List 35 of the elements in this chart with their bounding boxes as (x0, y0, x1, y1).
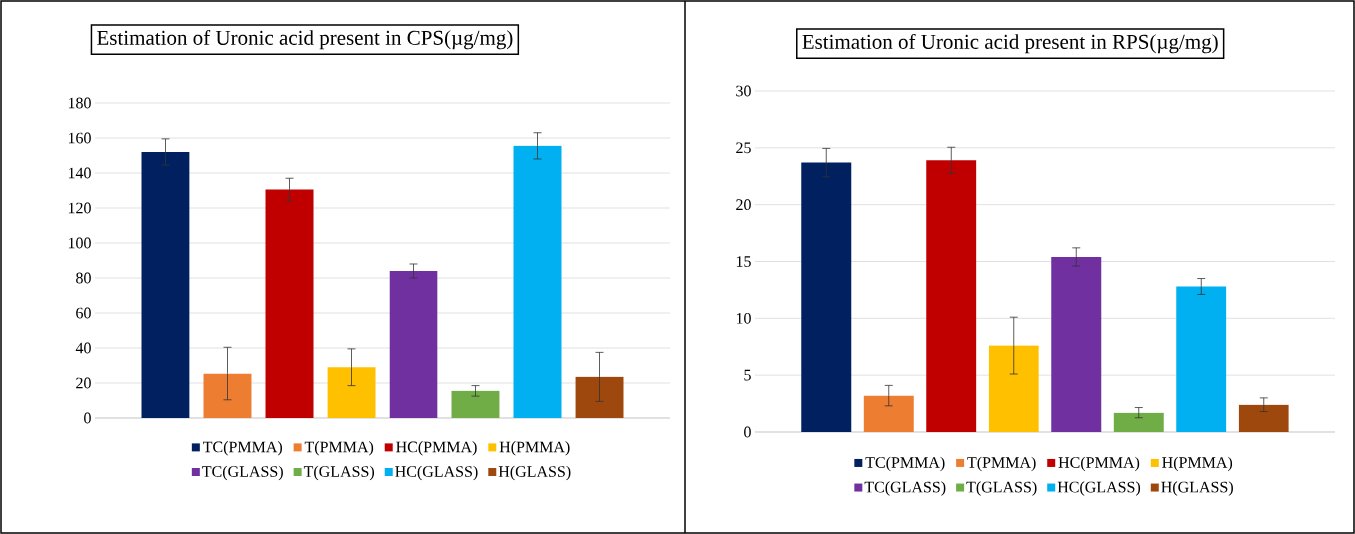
legend-label: H(PMMA) (499, 441, 570, 456)
legend-label: H(PMMA) (1162, 456, 1233, 472)
y-tick-label: 15 (736, 256, 751, 267)
y-tick-label: 30 (736, 85, 751, 97)
y-tick-label: 60 (76, 307, 91, 319)
y-tick-label: 5 (744, 369, 751, 381)
legend-label: TC(GLASS) (202, 465, 283, 481)
chart-title: Estimation of Uronic acid present in CPS(µg/mg) (97, 29, 513, 50)
legend-label: TC(PMMA) (203, 441, 283, 456)
y-tick-label: 80 (76, 272, 91, 284)
legend-label: H(GLASS) (498, 465, 571, 481)
y-tick-label: 120 (68, 202, 91, 214)
legend-label: TC(PMMA) (865, 456, 945, 472)
y-tick-label: 180 (68, 97, 91, 109)
y-tick-label: 160 (68, 132, 91, 144)
legend-label: T(GLASS) (303, 465, 375, 481)
legend-label: T(GLASS) (966, 481, 1037, 496)
legend-label: TC(GLASS) (864, 481, 946, 496)
y-tick-label: 0 (84, 412, 91, 424)
y-tick-label: 25 (736, 142, 751, 154)
y-tick-label: 140 (68, 167, 91, 179)
legend-label: HC(GLASS) (1057, 481, 1141, 496)
y-tick-label: 40 (75, 342, 91, 354)
y-tick-label: 0 (744, 426, 751, 438)
legend-label: HC(PMMA) (1058, 456, 1140, 472)
legend-label: H(GLASS) (1161, 481, 1233, 496)
legend-label: HC(PMMA) (396, 441, 477, 456)
y-tick-label: 10 (736, 312, 751, 324)
y-tick-label: 20 (76, 377, 91, 389)
legend-label: HC(GLASS) (395, 465, 478, 481)
legend-label: T(PMMA) (967, 456, 1036, 472)
y-tick-label: 100 (68, 237, 91, 249)
chart-title: Estimation of Uronic acid present in RPS(µg/mg) (802, 33, 1218, 54)
legend-label: T(PMMA) (304, 441, 374, 456)
y-tick-label: 20 (736, 199, 751, 211)
